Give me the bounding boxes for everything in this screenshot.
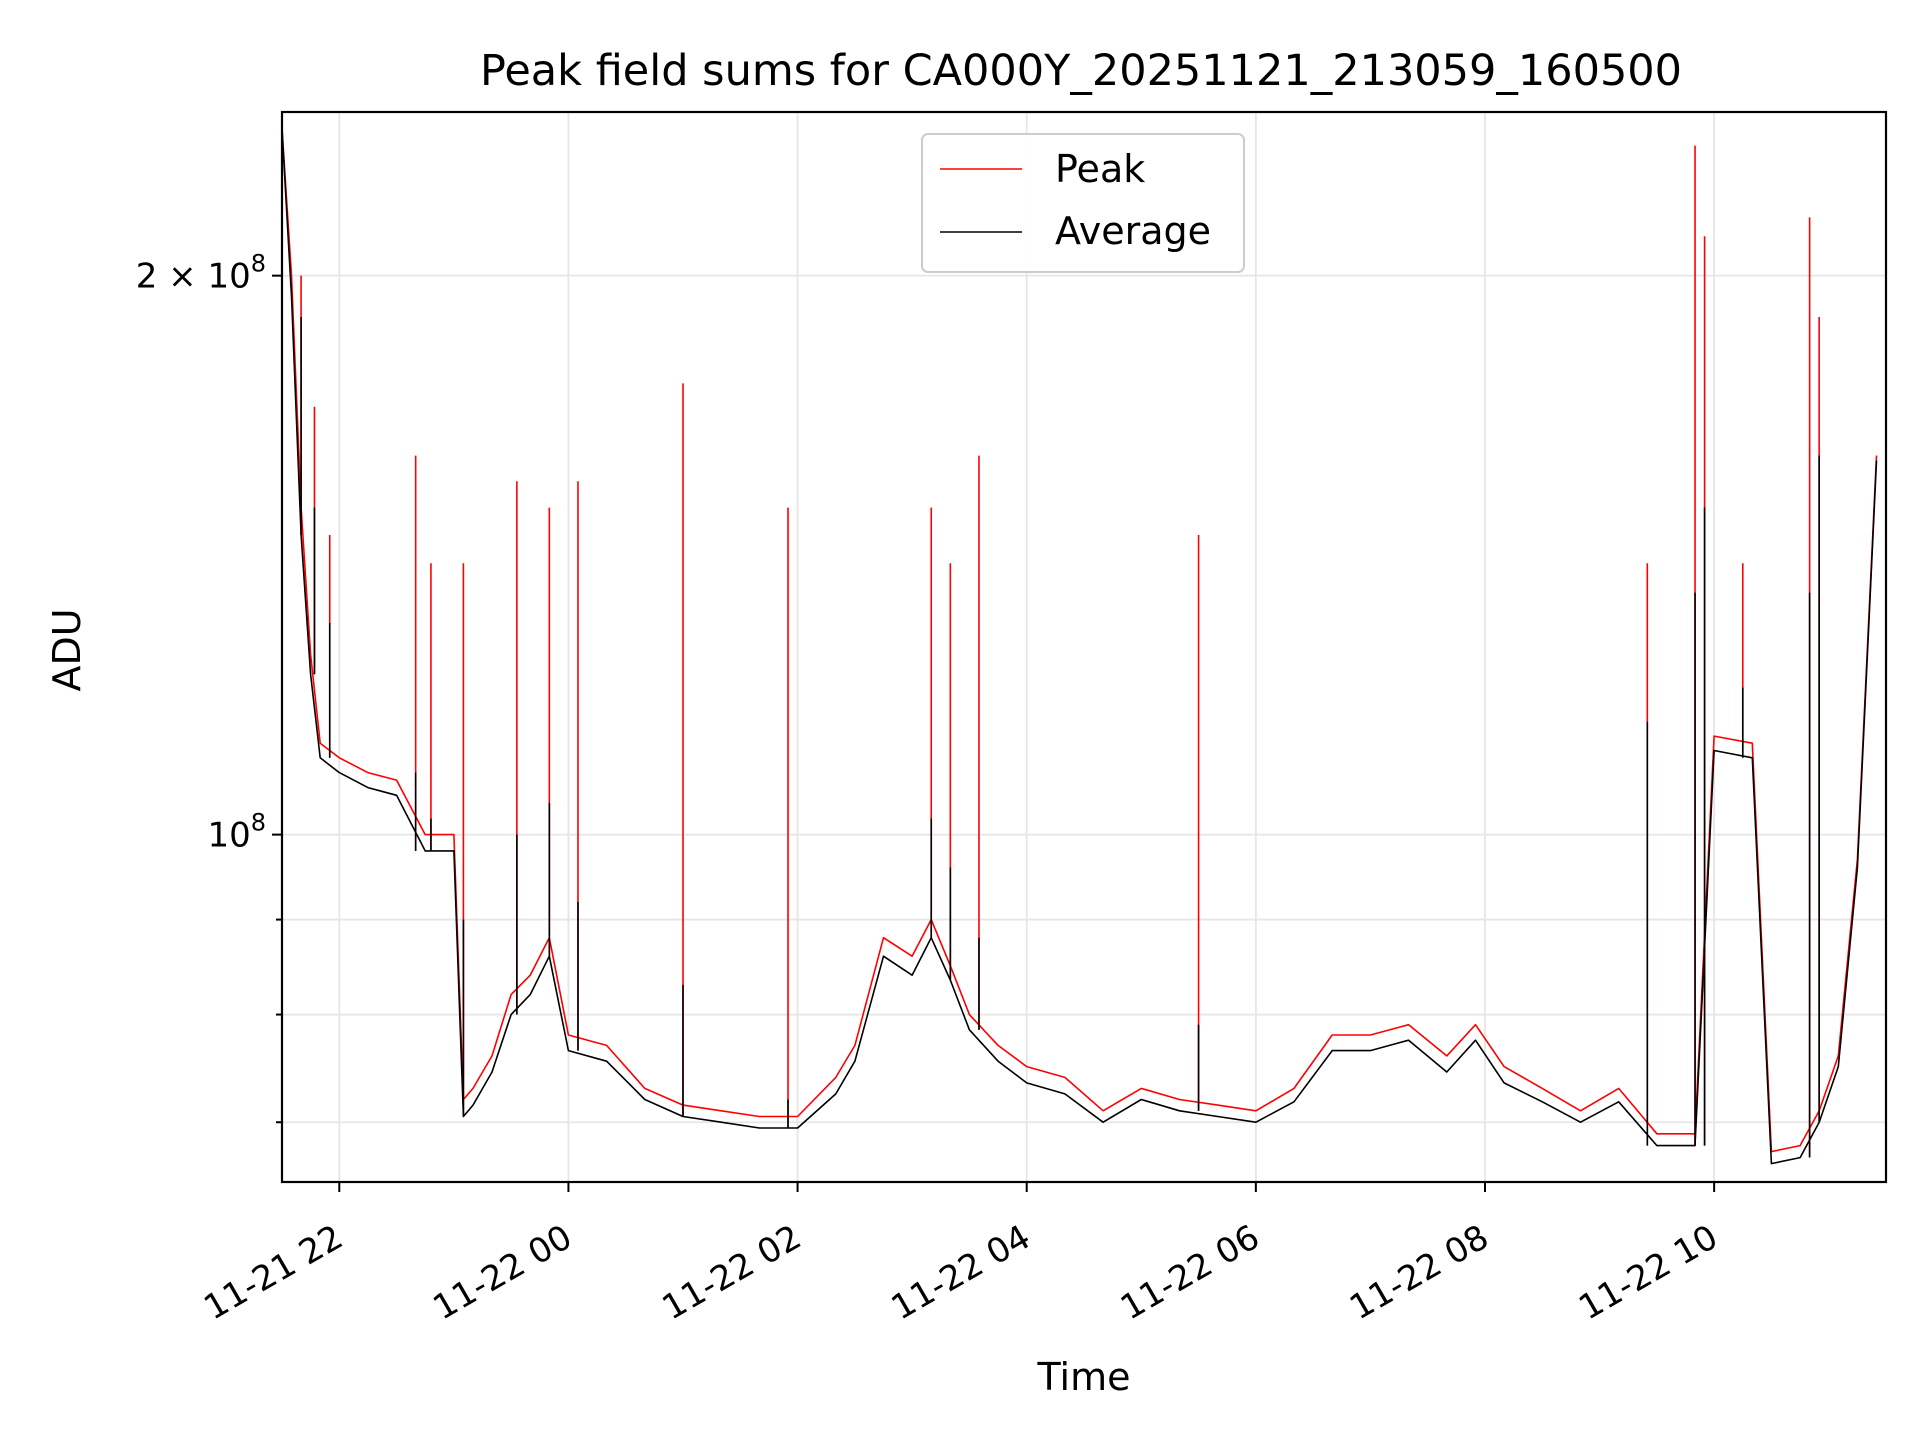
y-tick-label: 2 × 108 [136,250,266,297]
legend-average-label: Average [1055,209,1211,253]
plot-frame [280,110,1888,1184]
grid-lines [282,112,1886,1182]
legend-peak-label: Peak [1055,147,1145,191]
y-axis-ticks: 108 2 × 108 [136,250,282,1124]
y-axis-label: ADU [45,608,89,691]
series-lines [281,128,1878,1165]
y-tick-label: 108 [207,809,266,856]
series-line-average [281,128,1878,1165]
spike-lines [300,145,1820,1158]
x-axis-label: Time [1037,1355,1131,1399]
chart-title: Peak field sums for CA000Y_20251121_2130… [480,46,1682,96]
legend: Peak Average [921,133,1245,273]
